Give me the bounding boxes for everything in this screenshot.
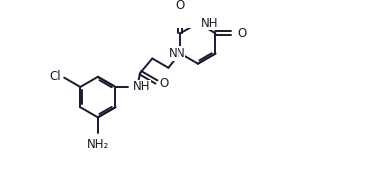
Text: NH: NH [132,80,150,93]
Text: O: O [176,0,185,12]
Text: O: O [237,27,247,40]
Text: Cl: Cl [49,70,61,83]
Text: N: N [169,47,178,60]
Text: O: O [160,77,169,90]
Text: NH: NH [201,17,219,30]
Text: NH₂: NH₂ [87,138,109,151]
Text: N: N [176,47,185,60]
